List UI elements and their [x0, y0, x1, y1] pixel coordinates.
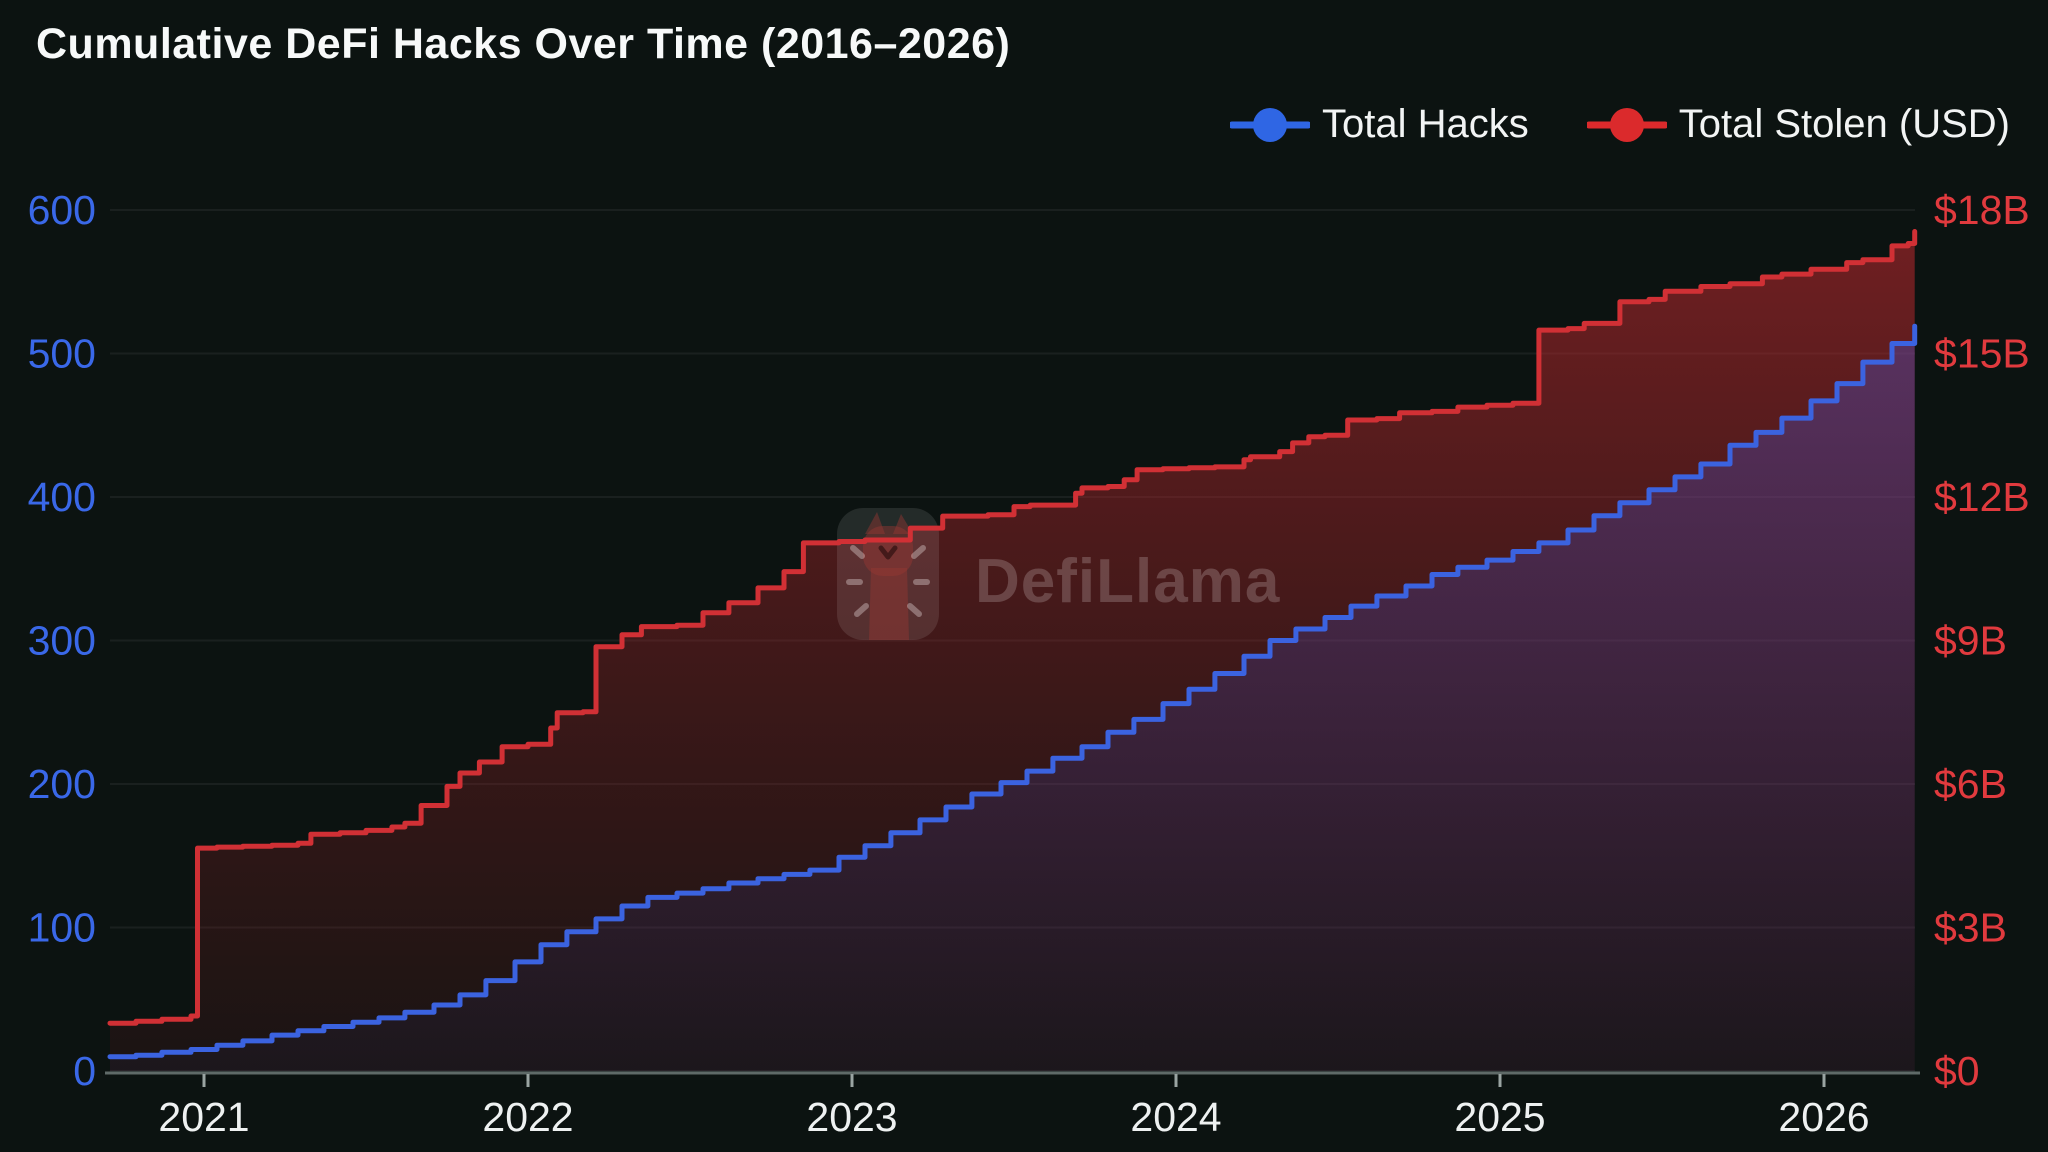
watermark: DefiLlama [837, 508, 1280, 640]
y-right-tick-label: $15B [1934, 331, 2030, 377]
legend-label: Total Hacks [1322, 102, 1529, 146]
axes: 2021 2022 2023 2024 2025 2026 600 500 400 300 200 1… [28, 187, 2030, 1140]
series-areas [110, 231, 1915, 1071]
series-lines [107, 229, 1918, 1060]
y-left-tick-label: 100 [28, 905, 96, 951]
legend-label: Total Stolen (USD) [1678, 102, 2010, 146]
y-right-tick-label: $6B [1934, 761, 2007, 807]
x-tick-label: 2023 [806, 1094, 897, 1140]
y-left-tick-label: 400 [28, 474, 96, 520]
y-left-tick-label: 0 [73, 1048, 96, 1094]
y-right-tick-label: $0 [1934, 1048, 1980, 1094]
y-left-tick-label: 600 [28, 187, 96, 233]
legend-item-total-hacks[interactable]: Total Hacks [1230, 102, 1529, 147]
legend-item-total-stolen[interactable]: Total Stolen (USD) [1586, 102, 2010, 147]
area-total-hacks [110, 326, 1915, 1071]
x-tick-label: 2021 [158, 1094, 249, 1140]
chart-title: Cumulative DeFi Hacks Over Time (2016–20… [36, 20, 1011, 68]
line-circle-marker-icon [1230, 107, 1311, 142]
y-right-tick-label: $18B [1934, 187, 2030, 233]
line-circle-marker-icon [1586, 107, 1667, 142]
y-left-tick-label: 300 [28, 618, 96, 664]
x-tick-label: 2024 [1130, 1094, 1221, 1140]
y-left-tick-label: 200 [28, 761, 96, 807]
line-total-stolen [107, 229, 1918, 1026]
y-right-tick-label: $3B [1934, 905, 2007, 951]
y-right-tick-label: $9B [1934, 618, 2007, 664]
x-tick-label: 2025 [1454, 1094, 1545, 1140]
y-left-tick-label: 500 [28, 331, 96, 377]
line-total-hacks [107, 323, 1918, 1060]
legend: Total Hacks Total Stolen (USD) [1230, 102, 2010, 147]
x-tick-label: 2022 [482, 1094, 573, 1140]
x-tick-label: 2026 [1778, 1094, 1869, 1140]
y-right-tick-label: $12B [1934, 474, 2030, 520]
watermark-text: DefiLlama [975, 547, 1280, 616]
